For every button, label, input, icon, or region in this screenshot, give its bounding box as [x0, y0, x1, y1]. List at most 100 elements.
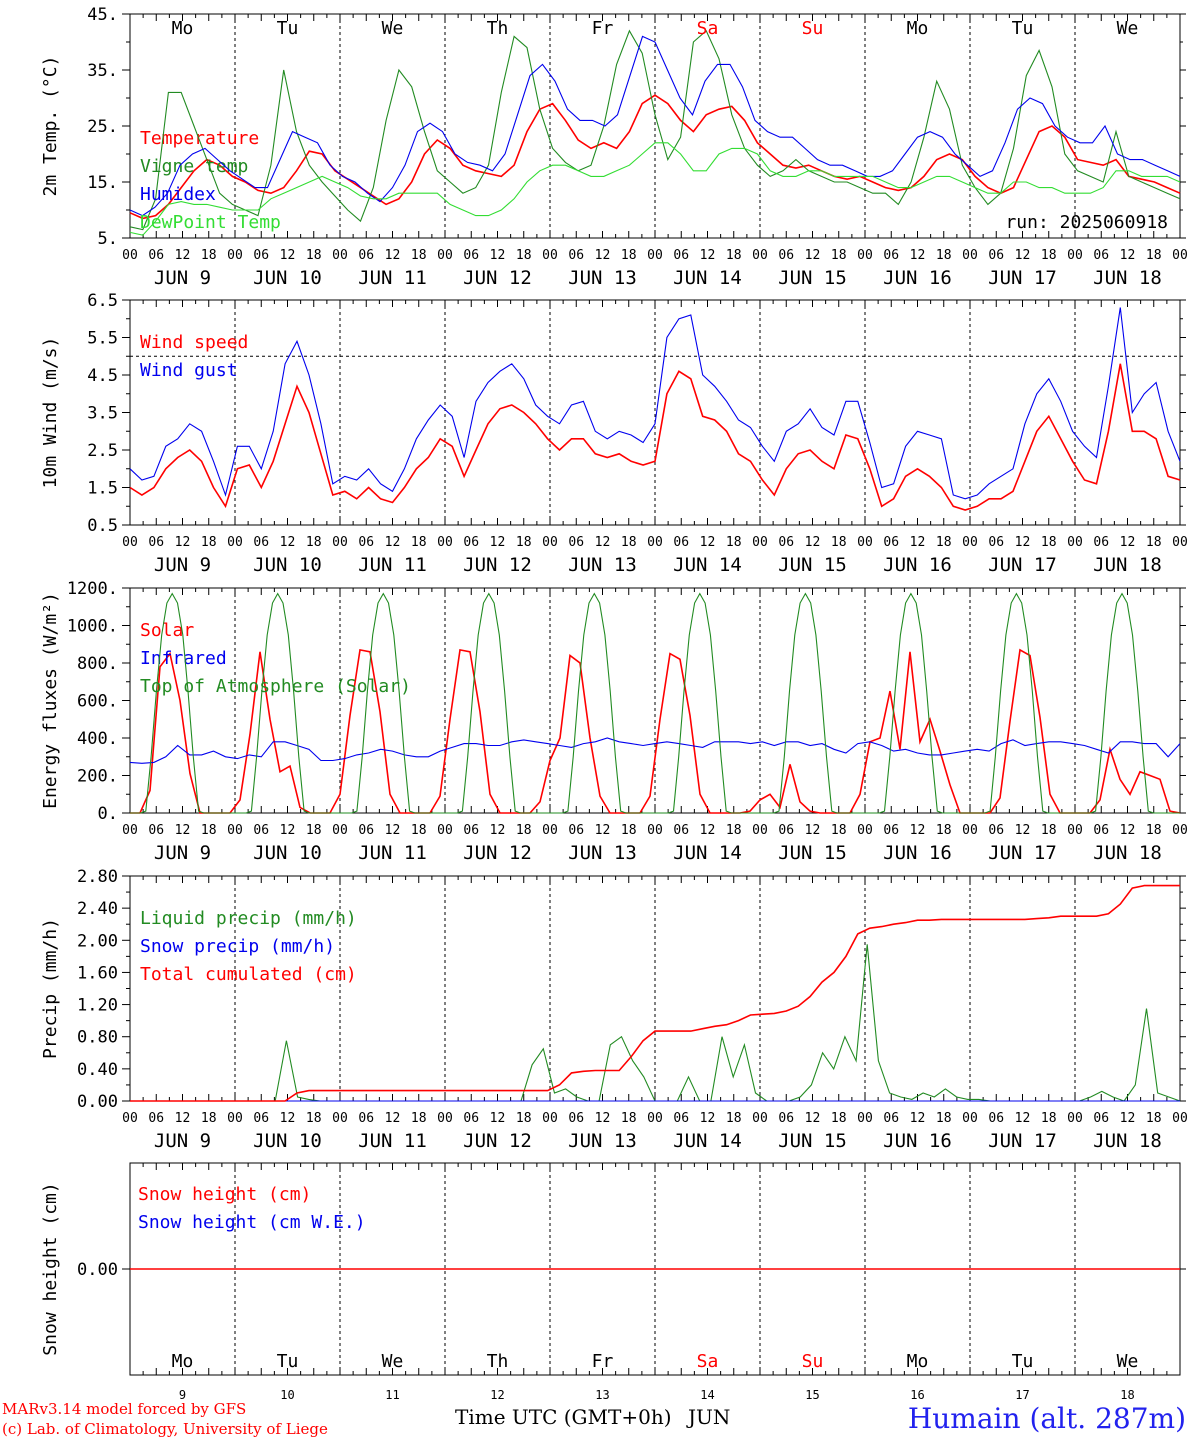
hour-label: 12 — [1015, 535, 1031, 550]
hour-label: 06 — [988, 248, 1004, 263]
day-of-week-label: Fr — [592, 18, 614, 39]
hour-label: 18 — [516, 535, 532, 550]
legend-label: Wind gust — [140, 360, 238, 381]
date-label: JUN 14 — [673, 267, 742, 289]
date-label: JUN 11 — [358, 554, 427, 576]
y-tick-label: 0.40 — [77, 1060, 118, 1080]
day-of-week-label: Tu — [1012, 1351, 1034, 1372]
hour-label: 18 — [411, 1111, 427, 1126]
hour-label: 18 — [1041, 248, 1057, 263]
legend-label: Snow precip (mm/h) — [140, 936, 335, 957]
hour-label: 00 — [1172, 823, 1188, 838]
hour-label: 18 — [831, 535, 847, 550]
hour-label: 12 — [175, 535, 191, 550]
station-name: Humain (alt. 287m) — [907, 1402, 1186, 1435]
day-number-label: 17 — [1015, 1388, 1029, 1402]
hour-label: 18 — [1041, 1111, 1057, 1126]
day-of-week-label: We — [1117, 18, 1139, 39]
hour-label: 00 — [962, 248, 978, 263]
hour-label: 00 — [332, 1111, 348, 1126]
day-of-week-label: Tu — [277, 1351, 299, 1372]
day-of-week-label: Tu — [277, 18, 299, 39]
run-label: run: 2025060918 — [1005, 212, 1168, 233]
hour-label: 12 — [595, 1111, 611, 1126]
date-label: JUN 13 — [568, 554, 637, 576]
panel-frame-3 — [129, 587, 1181, 814]
date-label: JUN 18 — [1093, 267, 1162, 289]
hour-label: 00 — [122, 535, 138, 550]
y-axis-title: Snow height (cm) — [40, 1182, 61, 1355]
y-tick-label: 25. — [87, 117, 118, 137]
date-label: JUN 18 — [1093, 554, 1162, 576]
day-of-week-label: Mo — [907, 1351, 929, 1372]
hour-label: 00 — [437, 248, 453, 263]
hour-label: 00 — [647, 248, 663, 263]
hour-label: 06 — [1093, 1111, 1109, 1126]
hour-label: 06 — [883, 1111, 899, 1126]
panel-frame-2 — [129, 299, 1181, 526]
hour-label: 00 — [332, 823, 348, 838]
hour-label: 18 — [726, 535, 742, 550]
series-line-solar — [130, 648, 1181, 814]
date-label: JUN 9 — [154, 267, 211, 289]
day-of-week-label: Th — [487, 18, 509, 39]
day-of-week-label: Su — [802, 18, 824, 39]
hour-label: 18 — [516, 823, 532, 838]
hour-label: 12 — [700, 535, 716, 550]
hour-label: 06 — [673, 248, 689, 263]
series-line-dewpoint-temp — [129, 142, 1181, 236]
y-tick-label: 2.80 — [77, 867, 118, 887]
date-label: JUN 13 — [568, 842, 637, 864]
date-label: JUN 17 — [988, 554, 1057, 576]
hour-label: 00 — [542, 1111, 558, 1126]
date-label: JUN 17 — [988, 267, 1057, 289]
hour-label: 06 — [568, 248, 584, 263]
legend-label: DewPoint Temp — [140, 212, 281, 233]
hour-label: 00 — [962, 1111, 978, 1126]
date-label: JUN 14 — [673, 554, 742, 576]
hour-label: 00 — [227, 535, 243, 550]
day-number-label: 11 — [385, 1388, 399, 1402]
hour-label: 00 — [647, 823, 663, 838]
y-tick-label: 3.5 — [87, 404, 118, 424]
hour-label: 00 — [962, 535, 978, 550]
y-tick-label: 600. — [77, 692, 118, 712]
legend-label: Wind speed — [140, 332, 248, 353]
hour-label: 18 — [201, 823, 217, 838]
date-label: JUN 9 — [154, 842, 211, 864]
hour-label: 00 — [332, 248, 348, 263]
hour-label: 00 — [1172, 248, 1188, 263]
hour-label: 06 — [253, 248, 269, 263]
hour-label: 00 — [647, 1111, 663, 1126]
y-tick-label: 1.5 — [87, 479, 118, 499]
date-label: JUN 10 — [253, 1130, 322, 1152]
hour-label: 12 — [490, 535, 506, 550]
hour-label: 12 — [385, 1111, 401, 1126]
hour-label: 12 — [700, 248, 716, 263]
hour-label: 12 — [280, 1111, 296, 1126]
hour-label: 18 — [621, 248, 637, 263]
y-tick-label: 400. — [77, 729, 118, 749]
hour-label: 18 — [201, 248, 217, 263]
date-label: JUN 16 — [883, 842, 952, 864]
hour-label: 12 — [1015, 823, 1031, 838]
y-axis-title: 2m Temp. (°C) — [40, 56, 61, 197]
hour-label: 00 — [752, 535, 768, 550]
hour-label: 18 — [411, 535, 427, 550]
series-line-humidex — [129, 35, 1181, 217]
hour-label: 18 — [1146, 248, 1162, 263]
hour-label: 12 — [910, 248, 926, 263]
hour-label: 12 — [595, 535, 611, 550]
date-label: JUN 10 — [253, 267, 322, 289]
legend-label: Temperature — [140, 128, 259, 149]
y-tick-label: 1.60 — [77, 963, 118, 983]
hour-label: 06 — [148, 535, 164, 550]
hour-label: 12 — [280, 535, 296, 550]
hour-label: 12 — [910, 1111, 926, 1126]
hour-label: 18 — [936, 248, 952, 263]
hour-label: 00 — [437, 535, 453, 550]
hour-label: 06 — [358, 535, 374, 550]
hour-label: 18 — [1041, 823, 1057, 838]
hour-label: 00 — [122, 823, 138, 838]
hour-label: 00 — [437, 1111, 453, 1126]
